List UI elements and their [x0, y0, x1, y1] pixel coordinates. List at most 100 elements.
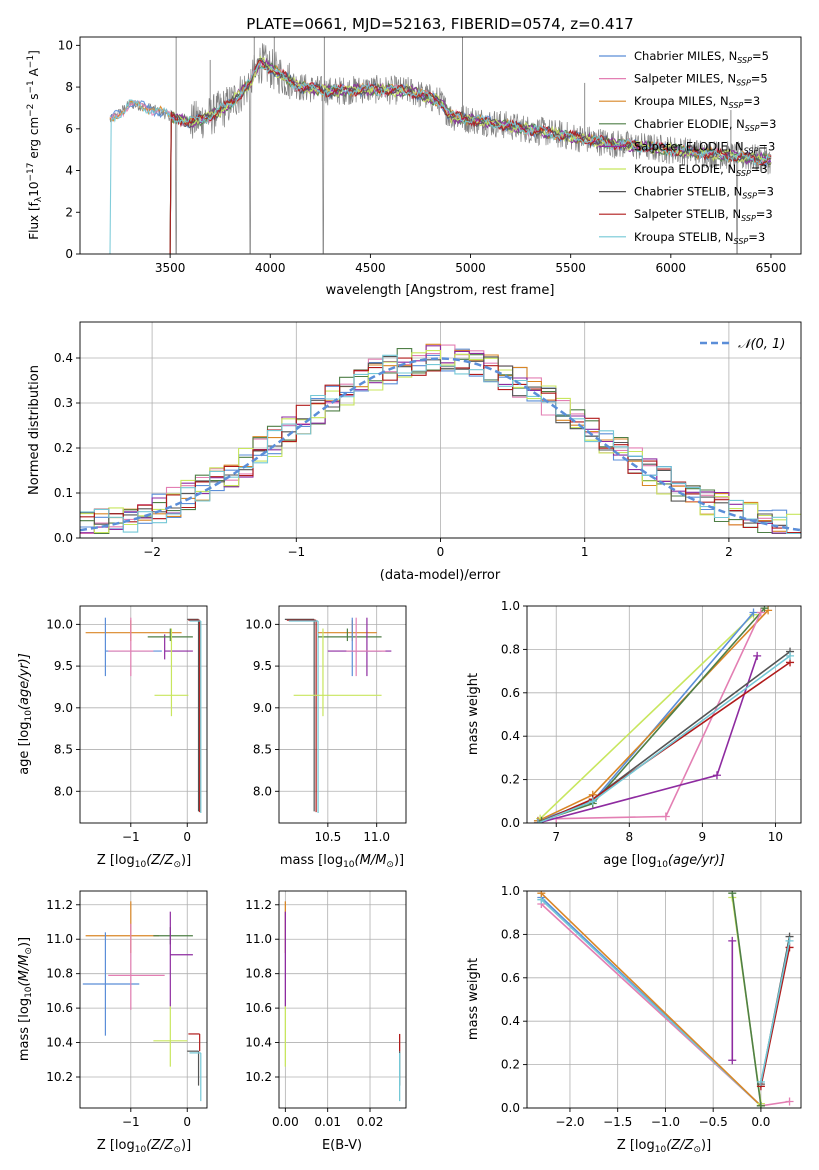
weight-line-salpeter-stelib — [760, 947, 791, 1087]
legend-label: Chabrier MILES, NSSP=5 — [634, 49, 769, 65]
weight-age-ylabel: mass weight — [466, 673, 481, 755]
model-spectrum-chabrier-stelib — [169, 57, 772, 254]
y-tick-label: 10.4 — [245, 1036, 272, 1050]
mass-vs-metallicity-panel: −1 0 10.2 10.4 10.6 10.8 11.0 11.2 Z [log10(Z/Z… — [17, 890, 208, 1155]
x-tick-label: −1 — [122, 1115, 140, 1129]
weight-marker — [728, 1056, 737, 1065]
y-tick-label: 10.0 — [46, 617, 73, 631]
y-tick-label: 11.0 — [245, 932, 272, 946]
histogram-salpeter-stelib — [80, 357, 801, 534]
y-tick-label: 0 — [65, 247, 73, 261]
weight-marker — [760, 606, 769, 613]
y-tick-label: 0.0 — [501, 816, 520, 830]
normal-legend-label: 𝒩(0, 1) — [738, 337, 785, 352]
spectrum-axes-frame — [79, 36, 802, 255]
histogram-kroupa-stelib — [80, 354, 801, 535]
y-tick-label: 8.5 — [253, 743, 272, 757]
y-tick-label: 0.2 — [54, 441, 73, 455]
mass-z-axes-frame — [79, 890, 208, 1109]
y-tick-label: 9.0 — [54, 701, 73, 715]
age-mass-xlabel: mass [log10(M/M⊙)] — [280, 853, 404, 870]
y-tick-label: 10.4 — [46, 1036, 73, 1050]
y-tick-label: 0.2 — [501, 773, 520, 787]
y-tick-label: 8.0 — [54, 784, 73, 798]
x-tick-label: 3500 — [155, 261, 186, 275]
observed-spectrum — [109, 43, 772, 254]
spectrum-xlabel: wavelength [Angstrom, rest frame] — [326, 283, 555, 298]
y-tick-label: 0.1 — [54, 486, 73, 500]
age-z-ylabel: age [log10(age/yr)] — [17, 653, 34, 775]
weight-marker — [712, 771, 721, 780]
y-tick-label: 8 — [65, 80, 73, 94]
weight-z-xlabel: Z [log10(Z/Z⊙)] — [617, 1138, 711, 1155]
weight-line-kroupa-elodie — [539, 614, 755, 820]
x-tick-label: 9 — [699, 830, 707, 844]
weight-marker — [756, 608, 765, 617]
weight-line-kroupa-miles — [540, 892, 762, 1107]
x-tick-label: 4000 — [255, 261, 286, 275]
normal-curve — [80, 357, 801, 532]
x-tick-label: 11.0 — [363, 830, 390, 844]
weight-marker — [537, 891, 546, 898]
y-tick-label: 0.6 — [501, 971, 520, 985]
x-tick-label: 0 — [183, 1115, 191, 1129]
y-tick-label: 11.2 — [46, 898, 73, 912]
residual-histogram-panel: −2 −1 0 1 2 0.0 0.1 0.2 0.3 0.4 (data-model)/erro… — [27, 321, 802, 583]
spectrum-panel: 3500 4000 4500 5000 5500 6000 6500 0 2 4 6 8 10 wave… — [26, 36, 802, 298]
y-tick-label: 9.0 — [253, 701, 272, 715]
x-tick-label: 5500 — [555, 261, 586, 275]
weight-marker — [661, 812, 670, 821]
x-tick-label: 10.5 — [314, 830, 341, 844]
age-vs-metallicity-panel: −1 0 8.0 8.5 9.0 9.5 10.0 Z [log10(Z/Z⊙)] age … — [17, 605, 208, 870]
legend-label: Salpeter MILES, NSSP=5 — [634, 72, 768, 88]
legend-label: Kroupa MILES, NSSP=3 — [634, 94, 760, 110]
x-tick-label: 7 — [552, 830, 560, 844]
legend-label: Kroupa ELODIE, NSSP=3 — [634, 162, 768, 178]
weight-marker — [588, 797, 597, 806]
y-tick-label: 0.8 — [501, 927, 520, 941]
weight-marker — [728, 936, 737, 945]
legend-label: Chabrier ELODIE, NSSP=3 — [634, 117, 776, 133]
weight-line-salpeter-stelib — [537, 661, 791, 823]
y-tick-label: 1.0 — [501, 884, 520, 898]
weight-line-kroupa-miles — [537, 609, 769, 822]
figure-title: PLATE=0661, MJD=52163, FIBERID=0574, z=0… — [246, 15, 633, 33]
x-tick-label: 6500 — [756, 261, 787, 275]
mass-ebv-axes-frame — [278, 890, 407, 1109]
spectrum-legend: Chabrier MILES, NSSP=5 Salpeter MILES, NS… — [599, 49, 776, 246]
y-tick-label: 8.0 — [253, 784, 272, 798]
weight-marker — [785, 936, 794, 945]
y-tick-label: 2 — [65, 205, 73, 219]
x-tick-label: 0.00 — [272, 1115, 299, 1129]
y-tick-label: 9.5 — [253, 659, 272, 673]
weight-marker — [749, 608, 758, 617]
weight-marker — [753, 651, 762, 660]
age-vs-mass-panel: 10.5 11.0 8.0 8.5 9.0 9.5 10.0 mass [log10(M/M… — [245, 605, 407, 870]
weight-line-kroupa-stelib — [760, 940, 791, 1083]
legend-label: Chabrier STELIB, NSSP=3 — [634, 185, 774, 201]
legend-label: Salpeter STELIB, NSSP=3 — [634, 207, 773, 223]
weight-marker — [756, 1101, 765, 1108]
model-spectrum-chabrier-elodie — [169, 63, 772, 254]
weight-line-kroupa-stelib — [537, 655, 791, 823]
x-tick-label: 0.01 — [314, 1115, 341, 1129]
age-mass-axes-frame — [278, 605, 407, 824]
y-tick-label: 4 — [65, 164, 73, 178]
x-tick-label: 6000 — [656, 261, 687, 275]
y-tick-label: 10 — [58, 38, 73, 52]
x-tick-label: −1 — [122, 830, 140, 844]
y-tick-label: 0.2 — [501, 1058, 520, 1072]
x-tick-label: −2 — [143, 545, 161, 559]
y-tick-label: 11.2 — [245, 898, 272, 912]
y-tick-label: 0.8 — [501, 642, 520, 656]
y-tick-label: 9.5 — [54, 659, 73, 673]
y-tick-label: 1.0 — [501, 599, 520, 613]
age-z-xlabel: Z [log10(Z/Z⊙)] — [97, 853, 191, 870]
y-tick-label: 0.6 — [501, 686, 520, 700]
mass-weight-vs-metallicity-panel: −2.0 −1.5 −1.0 −0.5 0.0 0.0 0.2 0.4 0.6 0.8 1.0 Z … — [466, 884, 802, 1155]
legend-label: Kroupa STELIB, NSSP=3 — [634, 230, 765, 246]
weight-age-axes-frame — [526, 605, 802, 824]
x-tick-label: 2 — [725, 545, 733, 559]
weight-marker — [533, 819, 542, 823]
weight-z-axes-frame — [526, 890, 802, 1109]
